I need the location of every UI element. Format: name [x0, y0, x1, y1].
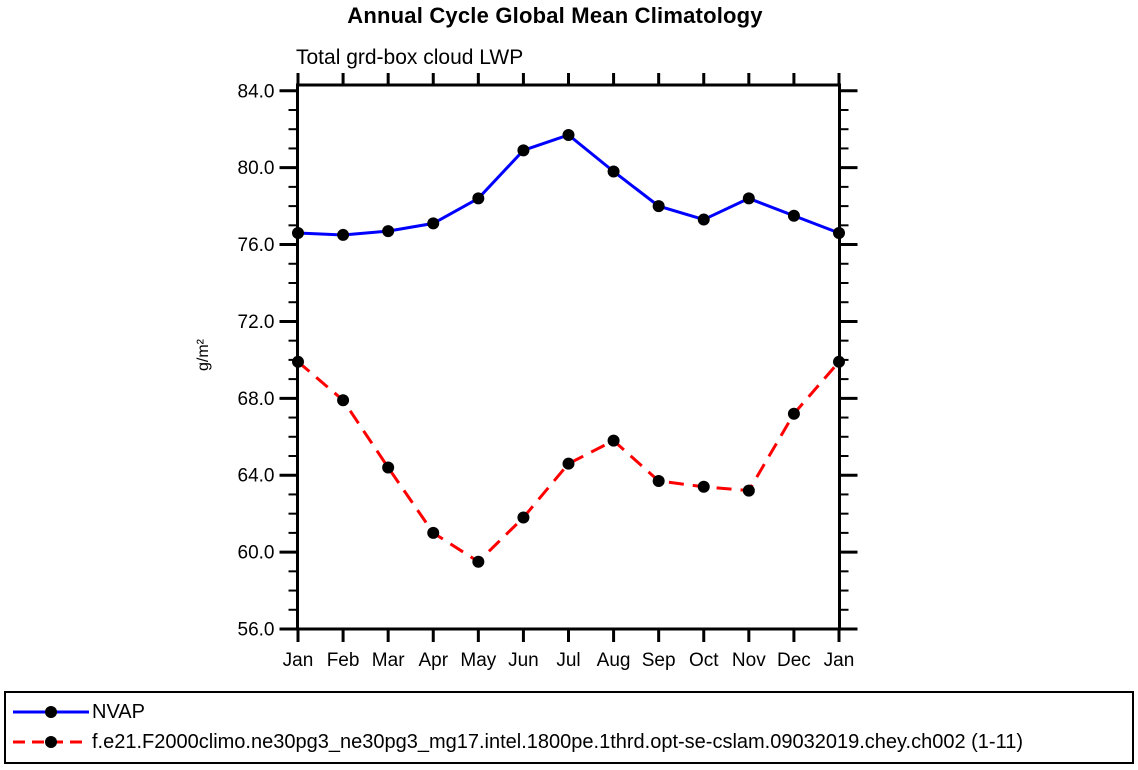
data-point-marker: [562, 457, 575, 470]
y-axis-tick-label: 76.0: [238, 235, 275, 256]
data-point-marker: [382, 461, 395, 474]
y-axis-tick-label: 56.0: [238, 620, 275, 641]
plot-frame: [296, 83, 841, 631]
x-axis-tick-label: Nov: [732, 650, 766, 671]
data-point-marker: [697, 480, 710, 493]
chart-title: Annual Cycle Global Mean Climatology: [347, 3, 763, 28]
data-point-marker: [833, 227, 845, 240]
data-point-marker: [607, 434, 620, 447]
x-axis-tick-label: Oct: [689, 650, 719, 671]
data-point-marker: [562, 128, 575, 141]
legend-box: NVAP f.e21.F2000climo.ne30pg3_ne30pg3_mg…: [4, 691, 1134, 764]
y-axis-tick-label: 68.0: [238, 389, 275, 410]
data-point-marker: [607, 165, 620, 178]
data-point-marker: [742, 192, 755, 205]
data-point-marker: [472, 555, 485, 568]
data-point-marker: [787, 407, 800, 420]
y-axis-tick-label: 64.0: [238, 466, 275, 487]
y-axis-tick-label: 72.0: [238, 312, 275, 333]
legend-row-model: f.e21.F2000climo.ne30pg3_ne30pg3_mg17.in…: [11, 732, 1023, 752]
legend-label-nvap: NVAP: [92, 701, 145, 723]
data-point-marker: [292, 355, 304, 368]
x-axis-tick-label: Feb: [327, 650, 360, 671]
legend-label-model: f.e21.F2000climo.ne30pg3_ne30pg3_mg17.in…: [92, 731, 1024, 753]
data-point-marker: [517, 144, 530, 157]
legend-sample-marker: [45, 706, 57, 718]
data-point-marker: [787, 209, 800, 222]
data-point-marker: [472, 192, 485, 205]
y-axis-tick-label: 84.0: [238, 81, 275, 102]
data-point-marker: [427, 526, 440, 539]
data-point-marker: [517, 511, 530, 524]
data-point-marker: [427, 217, 440, 230]
data-point-marker: [337, 228, 350, 241]
data-point-marker: [652, 200, 665, 213]
data-point-marker: [652, 474, 665, 487]
legend-row-nvap: NVAP: [11, 702, 145, 722]
data-point-marker: [337, 394, 350, 407]
x-axis-tick-label: Aug: [597, 650, 631, 671]
x-axis-tick-label: Apr: [418, 650, 448, 671]
nvap-legend-line-sample: [13, 706, 89, 718]
data-point-marker: [697, 213, 710, 226]
x-axis-tick-label: Dec: [777, 650, 811, 671]
y-axis-tick-label: 60.0: [238, 543, 275, 564]
legend-sample-marker: [45, 736, 57, 748]
y-axis-tick-label: 80.0: [238, 158, 275, 179]
data-point-marker: [292, 227, 304, 240]
x-axis-tick-label: Jan: [824, 650, 855, 671]
x-axis-tick-label: Sep: [642, 650, 676, 671]
x-axis-tick-label: Jul: [556, 650, 580, 671]
data-point-marker: [742, 484, 755, 497]
data-point-marker: [382, 225, 395, 238]
series-line-nvap: [297, 133, 840, 237]
data-point-marker: [833, 355, 845, 368]
chart-subtitle: Total grd-box cloud LWP: [296, 46, 524, 69]
model-legend-line-sample: [13, 736, 89, 748]
x-axis-tick-label: Jan: [283, 650, 314, 671]
x-axis-tick-label: Jun: [508, 650, 539, 671]
x-axis-tick-label: Mar: [372, 650, 405, 671]
x-axis-tick-label: May: [460, 650, 496, 671]
